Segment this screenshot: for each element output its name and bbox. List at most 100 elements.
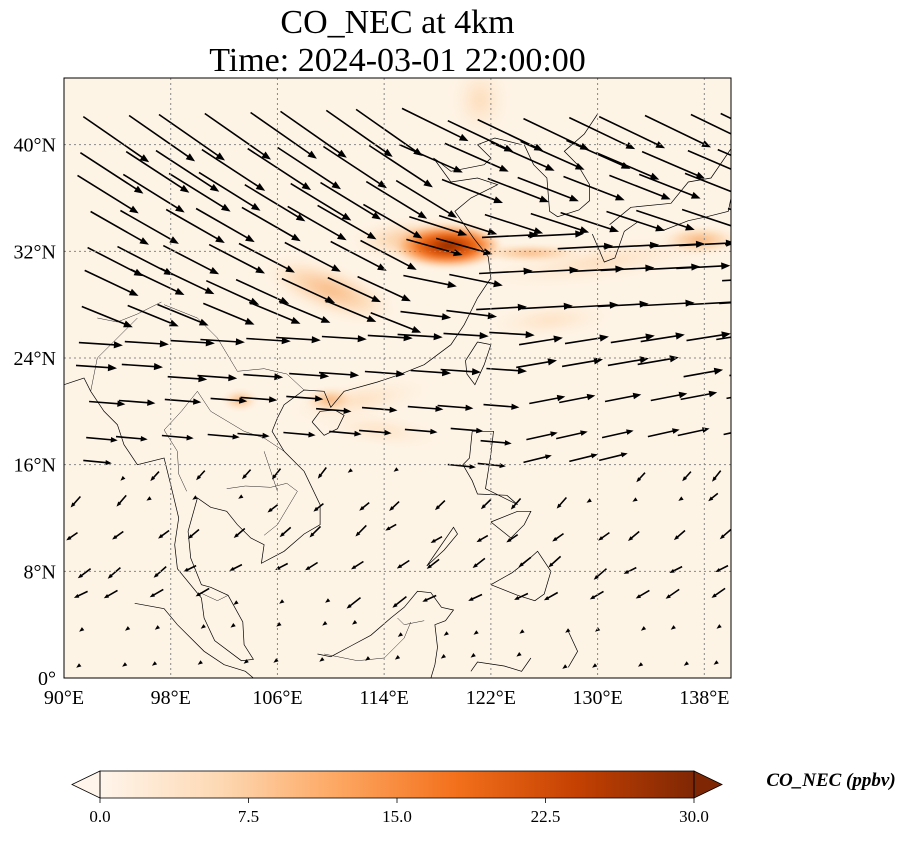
wind-arrow-head: [295, 213, 306, 222]
wind-arrow-head: [325, 598, 331, 603]
wind-arrow-head: [423, 179, 433, 188]
wind-arrow-shaft: [82, 115, 146, 160]
wind-arrow-head: [713, 367, 724, 375]
wind-arrow-shaft: [641, 150, 701, 178]
wind-arrow-head: [147, 399, 156, 406]
wind-arrow-head: [215, 152, 225, 161]
country-border: [197, 391, 285, 452]
wind-arrow-shaft: [324, 299, 372, 321]
wind-arrow-head: [73, 594, 80, 598]
wind-arrow-head: [476, 427, 484, 434]
wind-arrow-shaft: [317, 204, 373, 238]
wind-arrow-head: [187, 534, 193, 539]
lat-tick-label: 0°: [38, 668, 56, 690]
wind-arrow-shaft: [640, 334, 680, 343]
coastline-segment: [470, 657, 532, 672]
wind-arrow-head: [708, 496, 714, 502]
wind-arrow-shaft: [398, 143, 459, 172]
wind-arrow-head: [384, 429, 392, 436]
wind-arrow-shaft: [127, 304, 175, 326]
wind-arrow-head: [169, 319, 179, 327]
wind-arrow-shaft: [360, 239, 413, 269]
wind-arrow-shaft: [404, 428, 434, 433]
wind-arrow-head: [308, 431, 316, 438]
wind-arrow-shaft: [398, 559, 410, 568]
wind-arrow-shaft: [523, 117, 585, 149]
wind-arrow-shaft: [470, 593, 483, 601]
wind-arrow-shaft: [164, 398, 197, 403]
wind-arrow-head: [777, 138, 787, 145]
wind-arrow-head: [205, 339, 215, 347]
lon-tick-label: 130°E: [572, 687, 622, 709]
wind-arrow-head: [139, 154, 150, 163]
wind-arrow-head: [747, 139, 757, 146]
wind-arrow-shaft: [322, 145, 383, 186]
wind-arrow-head: [458, 133, 469, 142]
wind-arrow-shaft: [650, 393, 683, 402]
wind-arrow-head: [593, 357, 603, 365]
wind-arrow-head: [351, 565, 357, 570]
wind-arrow-shaft: [289, 372, 324, 377]
wind-arrow-shaft: [600, 267, 650, 272]
wind-arrow-head: [389, 506, 395, 511]
wind-arrow-shaft: [722, 279, 731, 282]
wind-arrow-head: [117, 400, 126, 407]
wind-arrow-head: [548, 562, 554, 568]
wind-arrow-shaft: [365, 180, 423, 217]
wind-arrow-head: [128, 288, 139, 296]
map-subtitle-time: Time: 2024-03-01 22:00:00: [209, 42, 586, 79]
wind-arrow-head: [411, 326, 422, 333]
country-border: [90, 317, 138, 392]
wind-arrow-shaft: [441, 178, 499, 202]
colorbar-tick-label: 7.5: [238, 807, 259, 826]
wind-arrow-shaft: [76, 590, 88, 598]
longitude-tick-labels: 90°E 98°E 106°E 114°E 122°E 130°E 138°E: [44, 687, 730, 709]
wind-arrow-head: [319, 657, 325, 662]
wind-arrow-head: [506, 538, 512, 543]
wind-arrow-head: [197, 660, 203, 665]
wind-arrow-head: [556, 503, 562, 509]
wind-arrow-shaft: [244, 184, 302, 220]
wind-arrow-shaft: [563, 175, 620, 200]
coastline-segment: [134, 602, 254, 678]
wind-arrow-shaft: [560, 211, 615, 231]
wind-arrow-head: [682, 476, 687, 482]
wind-arrow-head: [377, 180, 387, 189]
wind-arrow-head: [139, 237, 149, 245]
wind-arrow-shaft: [607, 358, 644, 367]
wind-arrow-head: [291, 233, 301, 242]
wind-arrow-head: [232, 433, 240, 440]
lat-tick-label: 40°N: [14, 135, 56, 157]
wind-arrow-head: [695, 171, 706, 179]
country-border: [199, 592, 229, 601]
wind-arrow-shaft: [250, 111, 313, 157]
country-border: [397, 617, 425, 625]
wind-arrow-head: [228, 374, 238, 382]
wind-arrow-head: [185, 153, 196, 162]
wind-arrow-shaft: [520, 556, 532, 566]
wind-arrow-head: [580, 430, 588, 436]
wind-arrow-shaft: [243, 373, 278, 378]
wind-arrow-head: [598, 536, 604, 541]
wind-arrow-head: [556, 394, 566, 402]
wind-arrow-head: [371, 211, 382, 220]
wind-arrow-shaft: [484, 213, 539, 233]
wind-arrow-shaft: [400, 310, 446, 318]
wind-arrow-head: [471, 368, 481, 376]
wind-arrow-shaft: [87, 246, 139, 275]
wind-arrow-head: [271, 474, 277, 480]
wind-arrow-head: [107, 364, 117, 372]
wind-arrow-head: [510, 504, 516, 510]
wind-arrow-shaft: [479, 270, 528, 275]
wind-arrow-head: [151, 661, 158, 666]
coastline-segment: [567, 631, 578, 668]
wind-arrow-head: [472, 563, 478, 568]
wind-arrow-head: [493, 280, 503, 288]
wind-arrow-shaft: [546, 591, 559, 600]
wind-arrow-head: [504, 440, 512, 446]
wind-arrow-shaft: [480, 439, 508, 444]
wind-arrow-head: [569, 194, 579, 202]
wind-arrow-head: [519, 629, 525, 634]
wind-arrow-shaft: [128, 114, 192, 159]
